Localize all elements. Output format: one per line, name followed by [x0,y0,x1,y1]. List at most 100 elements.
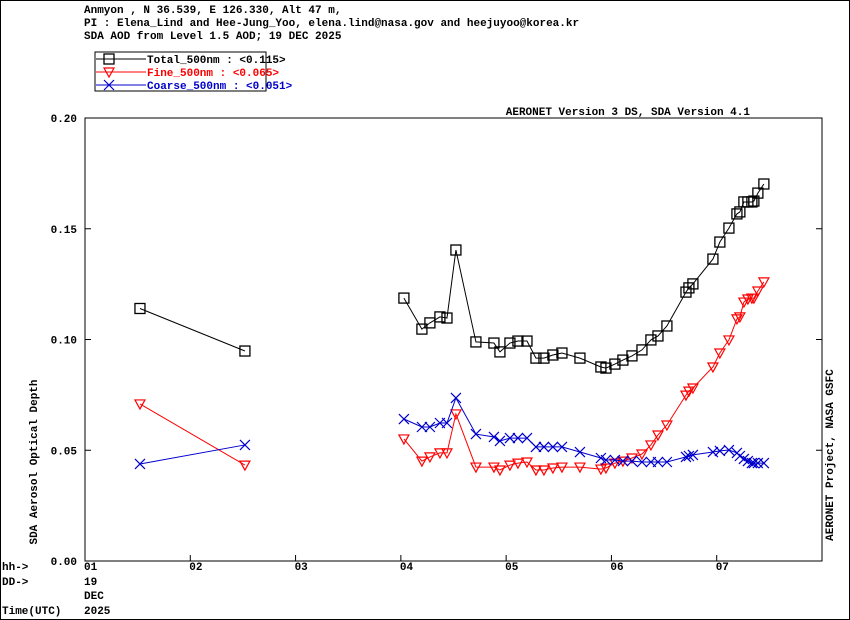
total-point [556,347,568,359]
y-tick-label: 0.20 [51,114,77,126]
header-source: SDA AOD from Level 1.5 AOD; 19 DEC 2025 [84,31,342,43]
coarse-point [103,79,115,91]
fine-point [686,383,699,395]
month-label: DEC [84,591,104,603]
fine-point [660,420,673,432]
total-point [530,352,542,364]
series-line [139,183,765,369]
total-point [626,350,638,362]
coarse-point [450,392,462,404]
y-tick-label: 0.05 [51,446,78,458]
total-point [600,362,612,374]
coarse-point [424,421,436,433]
coarse-point [683,450,695,462]
day-label: 19 [84,577,97,589]
coarse-point [680,451,692,463]
total-point [746,196,758,208]
y-tick-label: 0.00 [51,557,77,569]
fine-point [733,312,746,324]
coarse-point [758,457,770,469]
version-label: AERONET Version 3 DS, SDA Version 4.1 [506,107,751,119]
total-point [609,358,621,370]
y-tick-label: 0.15 [51,225,78,237]
fine-point [730,314,743,326]
coarse-point [723,444,735,456]
fine-point [737,297,750,309]
coarse-point [416,421,428,433]
fine-point [722,335,735,347]
legend-label: Total_500nm : <0.115> [147,55,286,67]
total-point [752,187,764,199]
total-point [424,317,436,329]
fine-point [433,448,446,460]
credit-label: AERONET Project, NASA GSFC [825,369,837,541]
total-point [434,311,446,323]
time-label: Time(UTC) [2,606,61,618]
coarse-point [617,455,629,467]
total-point [512,335,524,347]
fine-point [713,348,726,360]
legend-label: Fine_500nm : <0.065> [147,68,279,80]
fine-point [573,462,586,474]
fine-point [706,362,719,374]
total-point [574,352,586,364]
fine-point [415,456,428,468]
x-tick-label: 01 [84,562,98,574]
total-point [683,282,695,294]
total-point [723,222,735,234]
fine-point [599,463,612,475]
total-point [134,302,146,315]
total-point [441,312,453,324]
fine-point [757,277,770,289]
x-tick-label: 05 [505,562,519,574]
fine-point [682,386,695,398]
total-point [488,337,500,349]
total-point [504,337,516,349]
total-point [398,292,410,304]
fine-point [520,457,534,469]
fine-point [493,465,506,477]
x-tick-label: 04 [400,562,414,574]
hh-label: hh-> [2,562,29,574]
coarse-point [470,428,482,440]
fine-point [546,463,559,475]
coarse-point [714,445,726,457]
fine-point [397,434,410,446]
coarse-point [574,446,586,458]
y-tick-label: 0.10 [51,336,77,348]
x-tick-label: 07 [716,562,729,574]
total-point [707,253,719,265]
fine-point [511,458,524,470]
fine-point [529,465,542,477]
coarse-point [626,455,638,467]
total-point [470,336,482,348]
total-point [239,345,251,357]
fine-point [651,430,664,442]
coarse-point [661,456,673,468]
total-point [748,195,760,207]
fine-point [238,460,251,472]
total-point [538,352,550,364]
fine-point [102,67,116,79]
legend-label: Coarse_500nm : <0.051> [147,81,293,93]
total-point [636,344,648,356]
total-point [645,334,657,346]
series-total_500nm [134,178,770,374]
total-point [687,278,699,290]
series-coarse_500nm [134,392,770,470]
fine-point [469,462,482,474]
fine-point [635,449,648,461]
total-point [416,323,428,335]
total-point [652,330,664,342]
header-site: Anmyon , N 36.539, E 126.330, Alt 47 m, [84,5,341,17]
coarse-point [398,413,410,425]
coarse-point [687,449,699,461]
coarse-point [547,441,559,453]
fine-point [449,409,462,421]
coarse-point [748,457,760,469]
x-tick-label: 02 [189,562,202,574]
fine-point [751,286,764,298]
coarse-point [504,432,516,444]
